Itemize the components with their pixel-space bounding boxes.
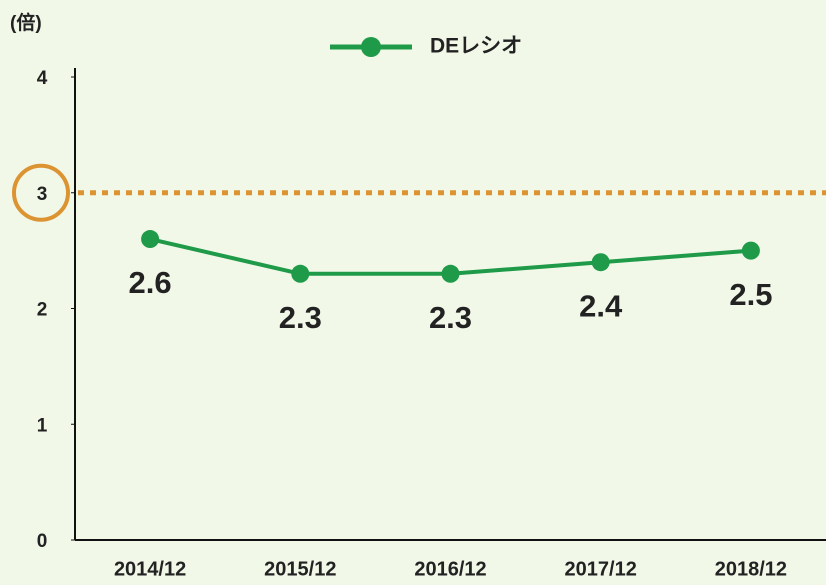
data-label: 2.6: [129, 265, 172, 300]
x-tick-label: 2016/12: [414, 558, 486, 580]
point: [741, 241, 760, 260]
x-tick-label: 2014/12: [114, 558, 186, 580]
point: [141, 230, 160, 249]
y-tick-label: 2: [37, 300, 48, 321]
data-label: 2.3: [429, 300, 472, 335]
data-label: 2.4: [579, 288, 623, 323]
y-tick-label: 1: [37, 415, 48, 436]
y-axis-label: (倍): [10, 11, 42, 34]
data-label: 2.3: [279, 300, 322, 335]
x-tick-label: 2018/12: [715, 558, 787, 580]
y-tick-label: 3: [37, 184, 48, 205]
x-tick-label: 2015/12: [264, 558, 336, 580]
point: [291, 264, 310, 283]
point: [591, 253, 610, 272]
point: [441, 264, 460, 283]
legend-marker: [361, 37, 381, 57]
data-label: 2.5: [729, 277, 772, 312]
reference-highlight: [12, 163, 70, 222]
legend-label: DEレシオ: [430, 35, 522, 58]
y-tick-label: 0: [37, 531, 48, 552]
x-tick-label: 2017/12: [565, 558, 637, 580]
y-tick-label: 4: [37, 68, 48, 89]
